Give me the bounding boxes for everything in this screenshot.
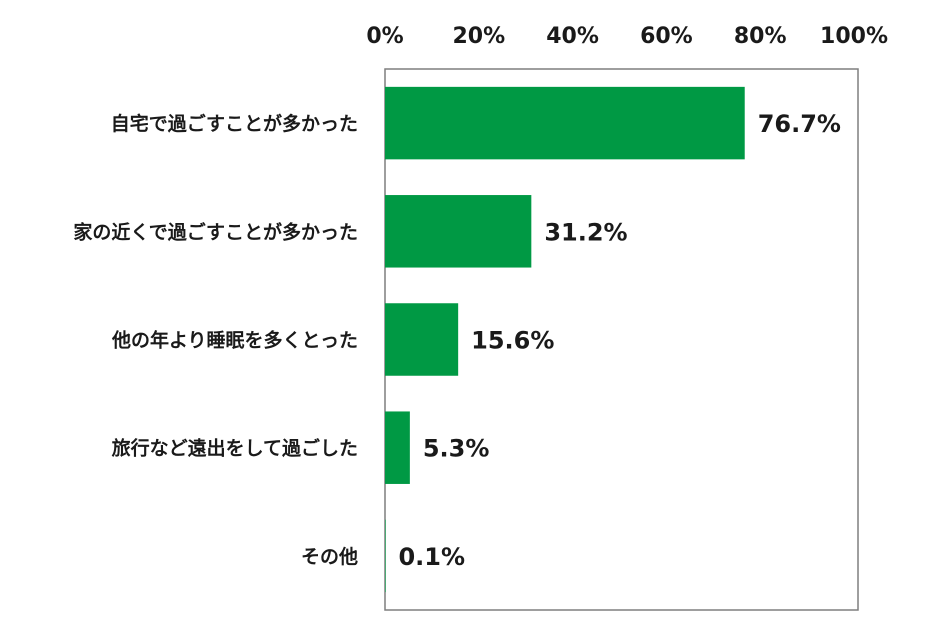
category-label: 他の年より睡眠を多くとった <box>111 329 358 352</box>
data-label: 31.2% <box>544 218 627 246</box>
category-label: 旅行など遠出をして過ごした <box>112 437 358 460</box>
category-label: 自宅で過ごすことが多かった <box>111 112 358 135</box>
bars-group <box>385 86 745 593</box>
data-label: 0.1% <box>398 543 465 571</box>
data-label: 15.6% <box>471 327 554 355</box>
bar <box>385 195 532 268</box>
bar <box>385 519 386 593</box>
bar <box>385 411 410 484</box>
data-label: 5.3% <box>423 435 490 463</box>
x-tick-label: 80% <box>734 24 787 49</box>
category-label: その他 <box>301 545 358 568</box>
x-axis-ticks: 0% 20% 40% 60% 80% 100% <box>366 24 888 49</box>
category-labels: 自宅で過ごすことが多かった家の近くで過ごすことが多かった他の年より睡眠を多くとっ… <box>73 112 358 568</box>
x-tick-label: 40% <box>546 24 599 49</box>
x-tick-label: 20% <box>452 24 505 49</box>
category-label: 家の近くで過ごすことが多かった <box>73 220 358 243</box>
value-labels: 76.7% 31.2% 15.6% 5.3% 0.1% <box>398 110 841 571</box>
bar <box>385 86 745 160</box>
data-label: 76.7% <box>758 110 841 138</box>
x-tick-label: 60% <box>640 24 693 49</box>
x-tick-label: 100% <box>820 24 888 49</box>
bar <box>385 303 459 376</box>
x-tick-label: 0% <box>366 24 403 49</box>
